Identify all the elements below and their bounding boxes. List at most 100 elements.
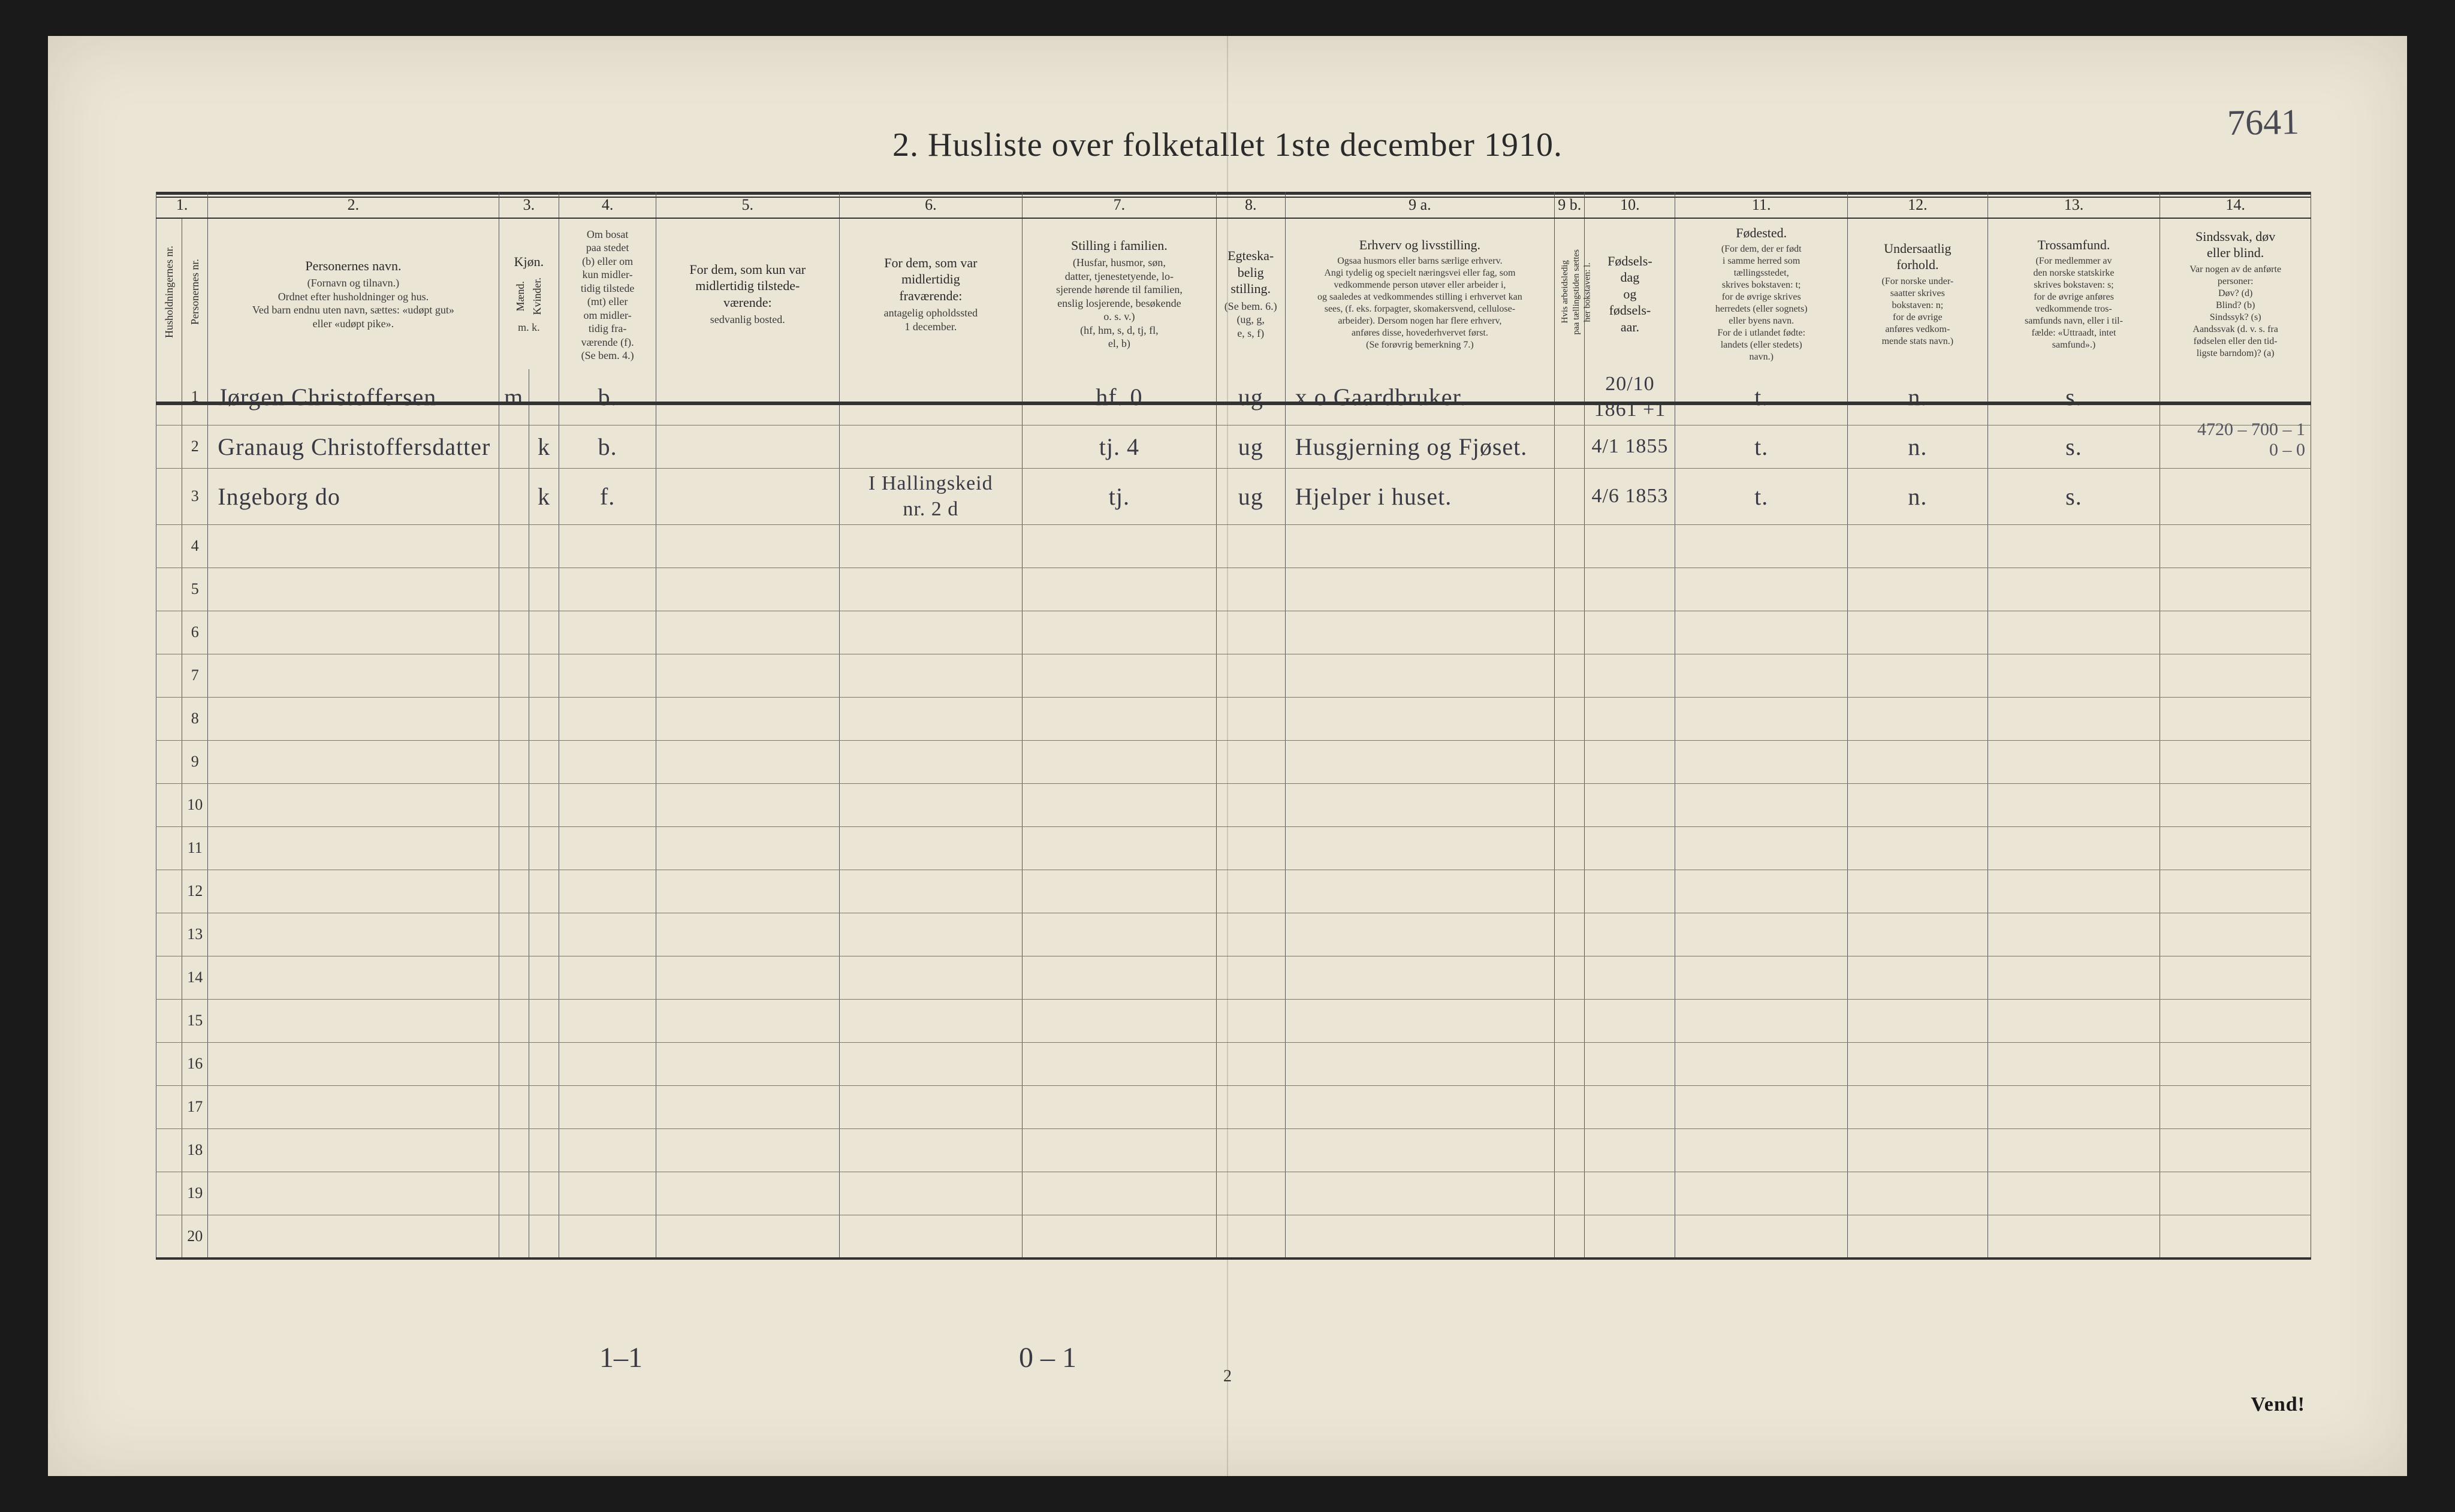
hdr-num-11: 11.: [1675, 192, 1848, 218]
hdr-birthplace: Fødested. (For dem, der er født i samme …: [1675, 218, 1848, 370]
data-cell: [559, 654, 656, 698]
data-cell: [156, 525, 182, 568]
page-title: 2. Husliste over folketallet 1ste decemb…: [48, 126, 2407, 164]
data-cell: [499, 913, 529, 956]
data-cell: [1555, 784, 1585, 827]
hdr-temp-absent: For dem, som var midlertidig fraværende:…: [839, 218, 1023, 370]
hdr-unemployed: Hvis arbeidsledig paa tællingstiden sætt…: [1555, 218, 1585, 370]
data-cell: [1285, 1215, 1554, 1259]
data-cell: [1023, 956, 1217, 1000]
data-cell: [529, 698, 559, 741]
row-number-cell: 13: [182, 913, 208, 956]
table-row: 19: [156, 1172, 2311, 1215]
data-cell: [839, 956, 1023, 1000]
footer-tally-left: 1–1: [599, 1341, 643, 1374]
data-cell: [1023, 1043, 1217, 1086]
hdr-num-12: 12.: [1848, 192, 1988, 218]
data-cell: [2160, 611, 2311, 654]
row-number-cell: 10: [182, 784, 208, 827]
data-cell: [529, 870, 559, 913]
data-cell: [208, 1000, 499, 1043]
data-cell: [1675, 611, 1848, 654]
data-cell: [2160, 698, 2311, 741]
table-row: 3Ingeborg dokf.I Hallingskeid nr. 2 dtj.…: [156, 469, 2311, 525]
data-cell: [839, 568, 1023, 611]
data-cell: [1848, 956, 1988, 1000]
data-cell: [1585, 654, 1675, 698]
data-cell: [156, 654, 182, 698]
data-cell: [1216, 956, 1285, 1000]
data-cell: [156, 741, 182, 784]
data-cell: [1023, 827, 1217, 870]
data-cell: [1987, 1129, 2160, 1172]
data-cell: [499, 425, 529, 469]
data-cell: [1987, 525, 2160, 568]
data-cell: [1216, 654, 1285, 698]
data-cell: n.: [1848, 469, 1988, 525]
data-cell: Granaug Christoffersdatter: [208, 425, 499, 469]
data-cell: Ingeborg do: [208, 469, 499, 525]
table-row: 14: [156, 956, 2311, 1000]
data-cell: [1285, 741, 1554, 784]
data-cell: [656, 1129, 840, 1172]
row-number-cell: 12: [182, 870, 208, 913]
data-cell: [1555, 1043, 1585, 1086]
data-cell: [1555, 870, 1585, 913]
data-cell: [1585, 741, 1675, 784]
data-cell: [1023, 698, 1217, 741]
data-cell: [1285, 611, 1554, 654]
data-cell: [1023, 741, 1217, 784]
data-cell: [1987, 1000, 2160, 1043]
data-cell: [839, 525, 1023, 568]
data-cell: [559, 741, 656, 784]
data-cell: [1555, 611, 1585, 654]
data-cell: tj.: [1023, 469, 1217, 525]
data-cell: [839, 654, 1023, 698]
data-cell: [1555, 425, 1585, 469]
data-cell: [1023, 568, 1217, 611]
data-cell: [1987, 654, 2160, 698]
row-number-cell: 20: [182, 1215, 208, 1259]
hdr-birthdate: Fødsels- dag og fødsels- aar.: [1585, 218, 1675, 370]
data-cell: [1023, 611, 1217, 654]
data-cell: [1585, 913, 1675, 956]
data-cell: [1675, 1086, 1848, 1129]
data-cell: [156, 369, 182, 425]
data-cell: [839, 1086, 1023, 1129]
data-cell: [208, 611, 499, 654]
data-cell: [1848, 1086, 1988, 1129]
data-cell: [208, 1086, 499, 1129]
data-cell: [1285, 827, 1554, 870]
data-cell: [1848, 568, 1988, 611]
data-cell: [1023, 654, 1217, 698]
data-cell: [656, 784, 840, 827]
data-cell: [1848, 698, 1988, 741]
data-cell: [559, 827, 656, 870]
data-cell: [1216, 1043, 1285, 1086]
data-cell: [1585, 1043, 1675, 1086]
data-cell: [656, 698, 840, 741]
data-cell: [1848, 654, 1988, 698]
data-cell: [1023, 1172, 1217, 1215]
data-cell: [1216, 1086, 1285, 1129]
data-cell: [208, 698, 499, 741]
data-cell: [559, 1172, 656, 1215]
row-number-cell: 7: [182, 654, 208, 698]
data-cell: [2160, 1129, 2311, 1172]
data-cell: [559, 698, 656, 741]
data-cell: [559, 870, 656, 913]
data-cell: [1675, 1172, 1848, 1215]
data-cell: [559, 1086, 656, 1129]
data-cell: [1285, 784, 1554, 827]
data-cell: [1675, 913, 1848, 956]
data-cell: [1987, 827, 2160, 870]
data-cell: [529, 1043, 559, 1086]
data-cell: [1675, 956, 1848, 1000]
data-cell: [1555, 913, 1585, 956]
data-cell: [656, 1000, 840, 1043]
data-cell: [499, 1172, 529, 1215]
row-number-cell: 6: [182, 611, 208, 654]
data-cell: [529, 1215, 559, 1259]
data-cell: [1987, 913, 2160, 956]
data-cell: [2160, 1043, 2311, 1086]
